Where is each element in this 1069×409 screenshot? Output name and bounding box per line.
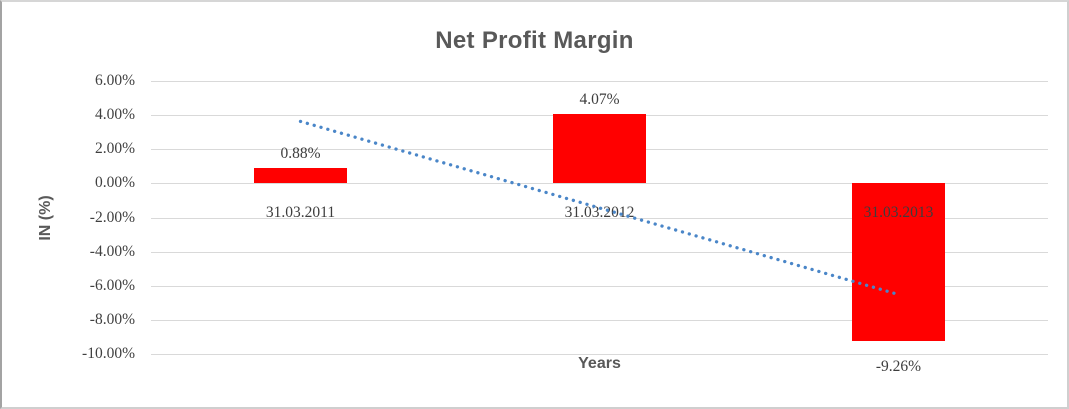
bar-31.03.2011[interactable]: [254, 168, 347, 184]
y-tick-label: 6.00%: [94, 72, 135, 89]
y-tick-label: -4.00%: [89, 242, 135, 260]
bar-31.03.2012[interactable]: [553, 113, 646, 184]
y-tick-label: -6.00%: [89, 276, 135, 294]
gridline: [151, 354, 1048, 355]
y-tick-label: 0.00%: [94, 174, 135, 192]
category-label: 31.03.2013: [863, 204, 934, 222]
x-axis-title: Years: [578, 355, 621, 372]
y-axis-tick-labels: 6.00% 4.00% 2.00% 0.00% -2.00% -4.00% -6.00% -8…: [2, 72, 135, 362]
gridline: [151, 251, 1048, 253]
y-tick-label: -8.00%: [89, 310, 135, 328]
category-label: 31.03.2012: [564, 204, 635, 222]
category-label: 31.03.2011: [265, 204, 336, 222]
gridline: [151, 285, 1048, 287]
gridline: [151, 319, 1048, 321]
trendline-layer: [298, 119, 901, 297]
chart-title: Net Profit Margin: [435, 27, 634, 54]
data-label: 0.88%: [280, 145, 321, 163]
gridline: [151, 183, 1048, 185]
y-tick-label: 4.00%: [94, 106, 135, 124]
y-tick-label: 2.00%: [94, 140, 135, 158]
bar-31.03.2013[interactable]: [852, 183, 945, 342]
data-label: 4.07%: [579, 90, 620, 108]
plot-area: 31.03.2011 31.03.2012 31.03.2013 0.88% 4.07%…: [151, 81, 1048, 375]
trendline[interactable]: [298, 119, 901, 297]
gridline: [151, 81, 1048, 82]
gridline: [151, 217, 1048, 219]
y-tick-label: -2.00%: [89, 208, 135, 226]
data-label: -9.26%: [875, 358, 922, 376]
y-tick-label: -10.00%: [82, 345, 135, 362]
